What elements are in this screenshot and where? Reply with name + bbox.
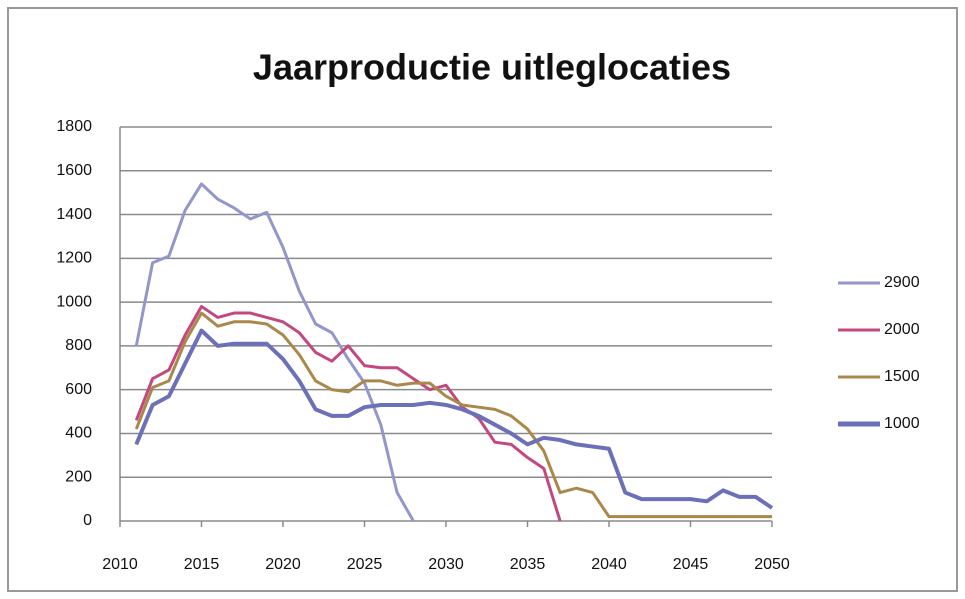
x-tick-label: 2035 — [510, 556, 546, 573]
y-tick-label: 0 — [83, 512, 92, 529]
series-line — [134, 304, 562, 522]
x-tick-label: 2010 — [102, 556, 138, 573]
y-tick-label: 200 — [65, 468, 92, 485]
chart-title: Jaarproductie uitleglocaties — [253, 47, 731, 88]
y-tick-label: 1600 — [56, 162, 92, 179]
x-tick-label: 2045 — [673, 556, 709, 573]
legend-label: 2900 — [884, 274, 920, 291]
x-tick-label: 2025 — [347, 556, 383, 573]
y-tick-label: 1000 — [56, 293, 92, 310]
legend-label: 1500 — [884, 368, 920, 385]
x-tick-label: 2030 — [428, 556, 464, 573]
y-tick-label: 800 — [65, 337, 92, 354]
legend-label: 1000 — [884, 415, 920, 432]
x-tick-label: 2050 — [754, 556, 790, 573]
chart-frame — [7, 7, 958, 592]
legend-label: 2000 — [884, 321, 920, 338]
series-line — [134, 182, 415, 522]
series-line — [134, 311, 772, 519]
series-line — [134, 328, 774, 510]
y-tick-label: 1800 — [56, 118, 92, 135]
x-tick-label: 2015 — [184, 556, 220, 573]
y-tick-label: 400 — [65, 425, 92, 442]
x-tick-label: 2040 — [591, 556, 627, 573]
y-tick-label: 1200 — [56, 250, 92, 267]
x-tick-label: 2020 — [265, 556, 301, 573]
y-tick-label: 1400 — [56, 206, 92, 223]
y-tick-label: 600 — [65, 381, 92, 398]
